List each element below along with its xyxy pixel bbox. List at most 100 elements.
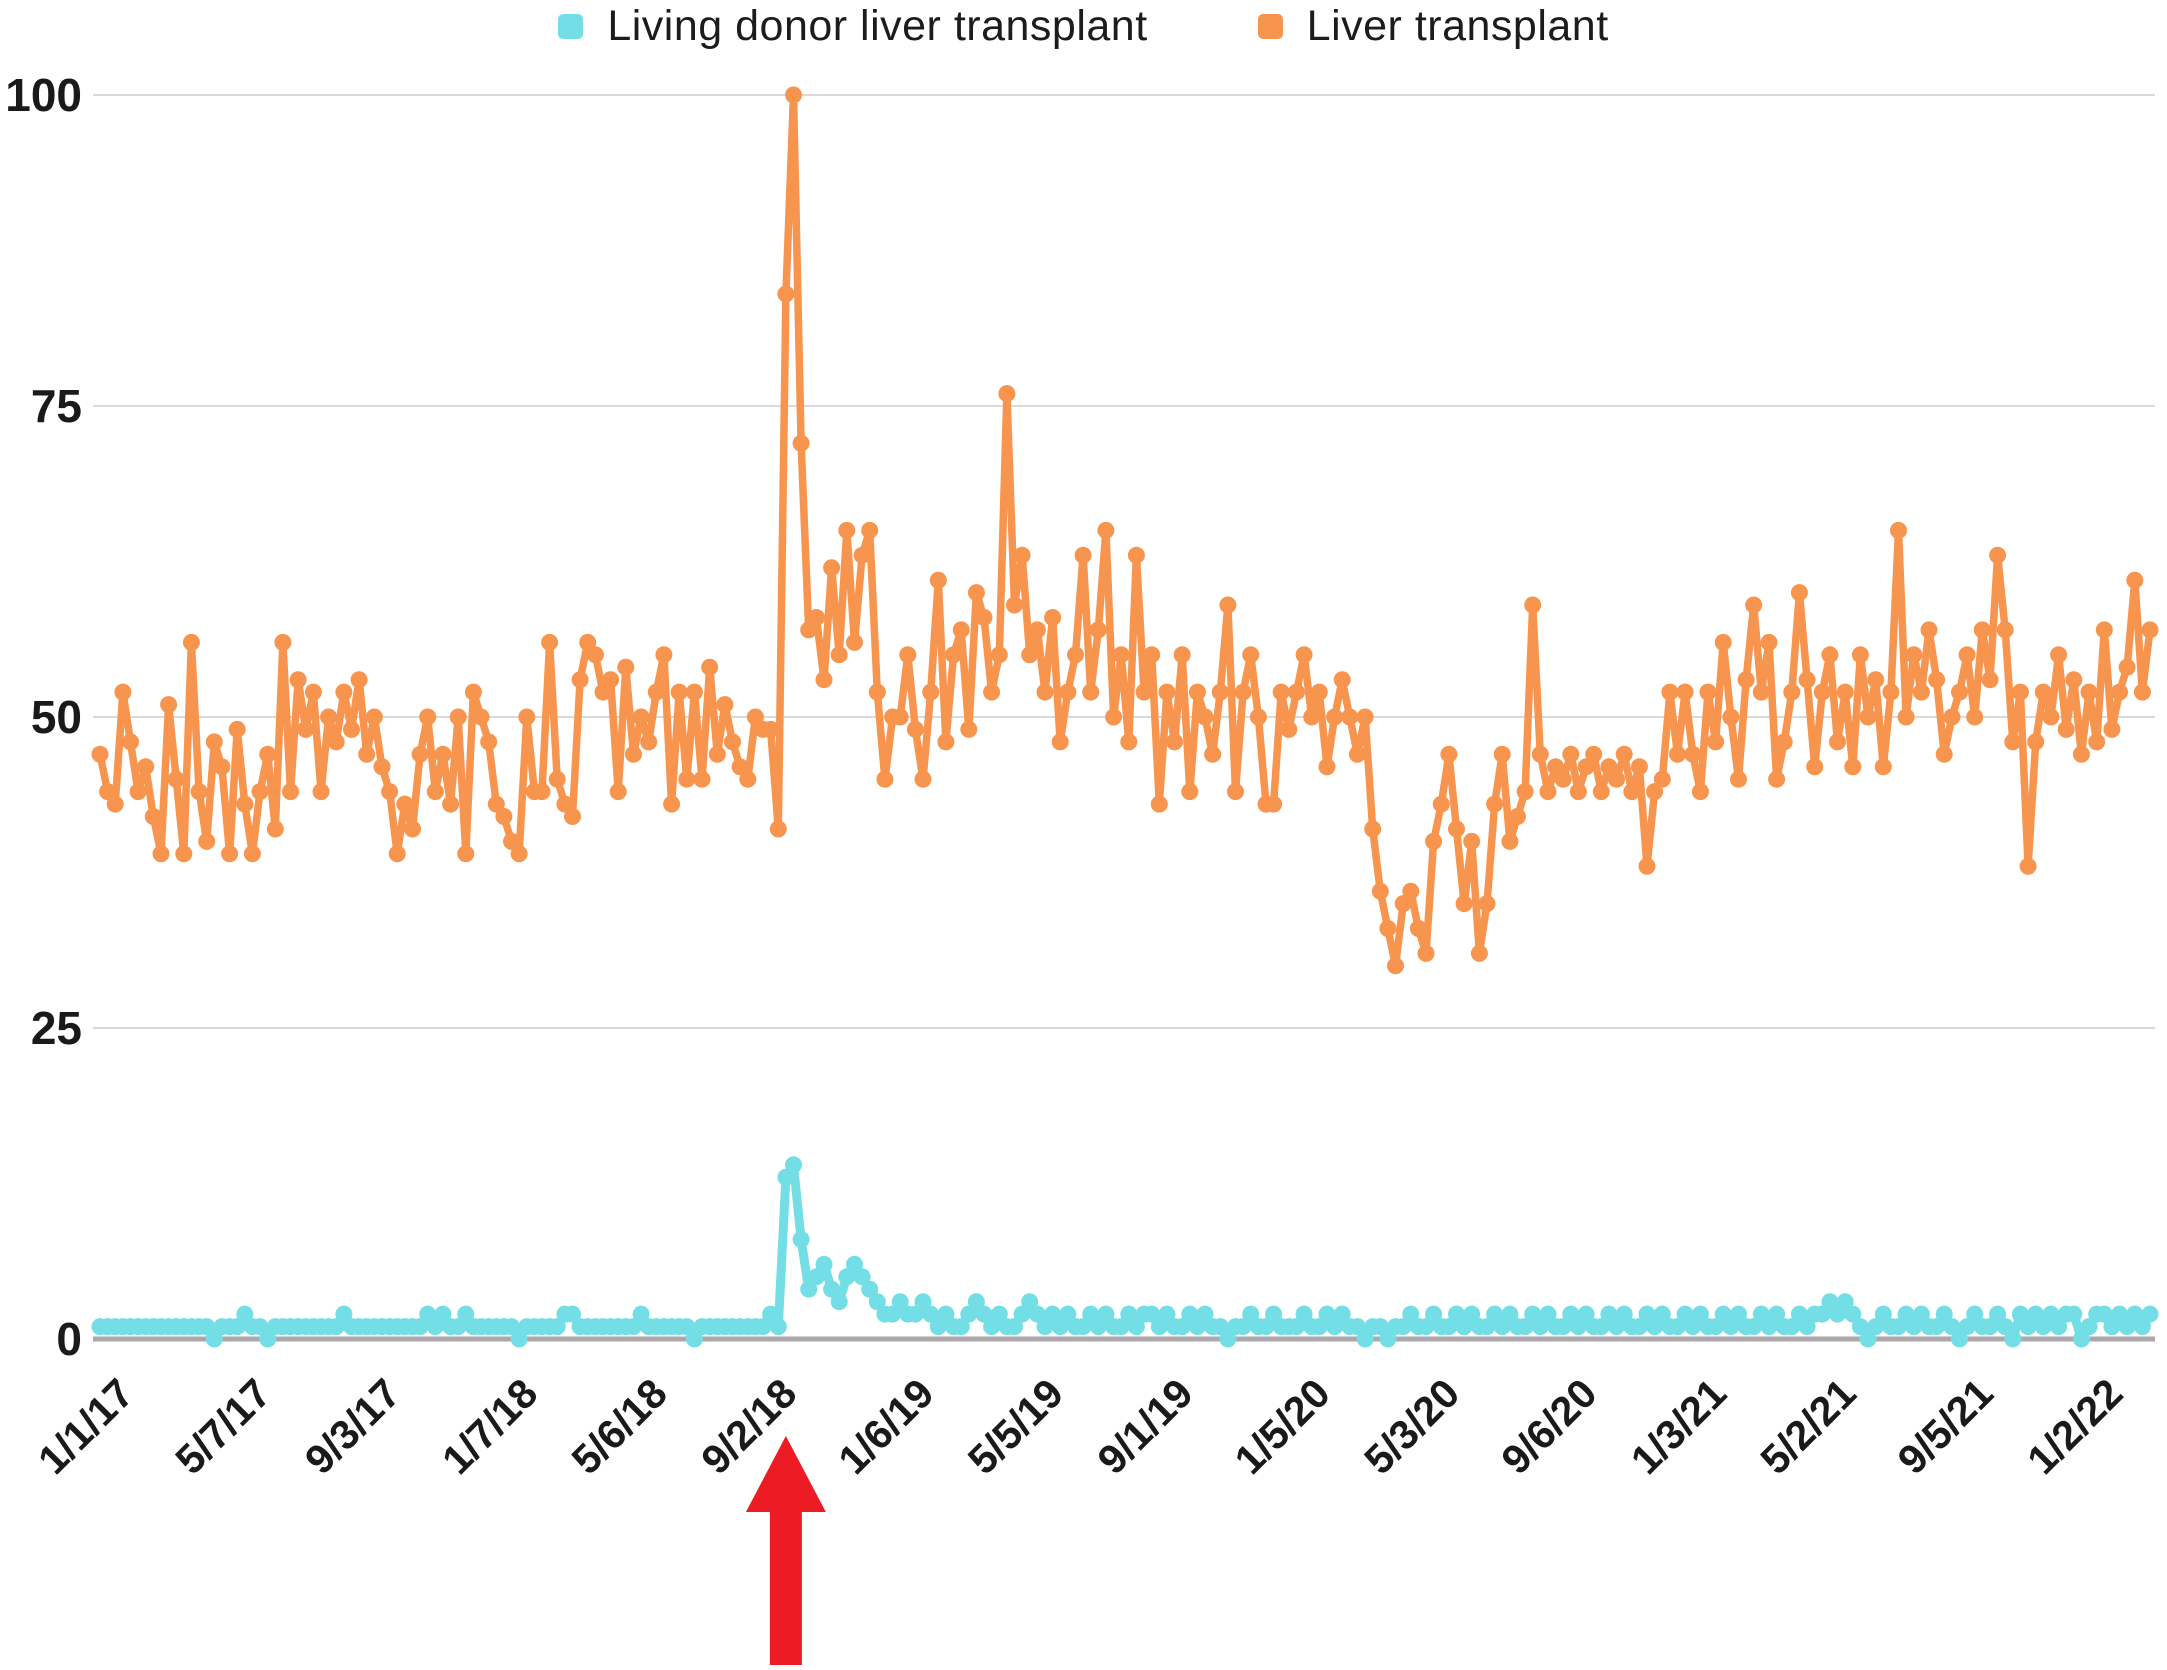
data-point xyxy=(1028,621,1046,639)
data-point xyxy=(426,783,444,801)
data-point xyxy=(236,795,254,813)
data-point xyxy=(1813,1305,1831,1323)
data-point xyxy=(891,1293,909,1311)
data-point xyxy=(1257,1318,1275,1336)
data-point xyxy=(1181,783,1199,801)
data-point xyxy=(2141,1305,2159,1323)
data-point xyxy=(2111,1305,2128,1323)
data-point xyxy=(228,720,246,738)
data-point xyxy=(1798,671,1816,689)
data-point xyxy=(1966,1305,1984,1323)
x-tick-label-group: 5/5/19 xyxy=(959,1370,1072,1483)
data-point xyxy=(1417,1318,1435,1336)
data-point xyxy=(1310,683,1328,701)
data-point xyxy=(1524,596,1542,614)
data-point xyxy=(2042,1305,2060,1323)
data-point xyxy=(846,633,863,651)
data-point xyxy=(548,1318,566,1336)
data-point xyxy=(1669,745,1686,763)
x-tick-label: 5/7/17 xyxy=(166,1370,279,1483)
data-point xyxy=(335,1305,353,1323)
data-point xyxy=(884,1305,902,1323)
data-point xyxy=(785,86,802,104)
y-tick-label: 0 xyxy=(56,1313,82,1365)
data-point xyxy=(1227,783,1244,801)
data-point xyxy=(1699,683,1717,701)
data-point xyxy=(1196,708,1214,726)
data-point xyxy=(1569,783,1587,801)
data-point xyxy=(464,683,482,701)
data-point xyxy=(1790,1305,1808,1323)
data-point xyxy=(1646,783,1664,801)
data-point xyxy=(327,1318,345,1336)
data-point xyxy=(1493,1318,1511,1336)
data-point xyxy=(2126,571,2144,589)
data-point xyxy=(2042,708,2060,726)
data-point xyxy=(625,745,642,763)
data-point xyxy=(1394,1318,1412,1336)
data-point xyxy=(731,758,749,776)
data-point xyxy=(632,1305,650,1323)
data-point xyxy=(1547,758,1565,776)
data-point xyxy=(990,646,1008,664)
data-point xyxy=(1158,683,1176,701)
data-point xyxy=(998,385,1016,403)
x-axis-tick-labels: 1/1/17 5/7/17 9/3/17 1/7/18 5/6/18 9/2/18 1/6/… xyxy=(29,1370,2131,1483)
living-donor-series-markers xyxy=(91,1156,2159,1348)
data-point xyxy=(152,845,170,863)
data-point xyxy=(99,783,117,801)
data-point xyxy=(1196,1305,1214,1323)
y-axis-tick-labels: 100 75 50 25 0 xyxy=(5,69,82,1365)
data-point xyxy=(1295,646,1313,664)
data-point xyxy=(1859,1330,1877,1348)
data-point xyxy=(1829,1305,1846,1323)
data-point xyxy=(228,1318,246,1336)
data-point xyxy=(1554,1318,1572,1336)
data-point xyxy=(411,745,429,763)
data-point xyxy=(716,696,734,714)
data-point xyxy=(2034,683,2052,701)
data-point xyxy=(2065,671,2083,689)
data-point xyxy=(2126,1305,2144,1323)
data-point xyxy=(1600,758,1618,776)
data-point xyxy=(1806,758,1824,776)
data-point xyxy=(1425,832,1443,850)
data-point xyxy=(1836,683,1854,701)
data-point xyxy=(739,770,757,788)
data-point xyxy=(1135,683,1153,701)
x-tick-label: 5/6/18 xyxy=(563,1370,676,1483)
data-point xyxy=(1920,621,1938,639)
data-point xyxy=(1067,646,1084,664)
data-point xyxy=(1455,1318,1473,1336)
data-point xyxy=(1775,733,1793,751)
data-point xyxy=(1798,1318,1816,1336)
data-point xyxy=(1356,1330,1374,1348)
data-point xyxy=(792,1231,810,1248)
data-point xyxy=(937,733,955,751)
x-tick-label-group: 9/1/19 xyxy=(1089,1370,1202,1483)
data-point xyxy=(1836,1293,1854,1311)
data-point xyxy=(480,733,498,751)
data-point xyxy=(205,1330,223,1348)
data-point xyxy=(2103,1318,2121,1336)
data-point xyxy=(175,845,193,863)
data-point xyxy=(632,708,650,726)
data-point xyxy=(1562,1305,1580,1323)
x-tick-label: 9/1/19 xyxy=(1089,1370,1202,1483)
data-point xyxy=(304,683,322,701)
data-point xyxy=(1890,1318,1907,1336)
data-point xyxy=(1966,708,1984,726)
data-point xyxy=(724,733,741,751)
y-tick-label: 100 xyxy=(5,69,82,121)
data-point xyxy=(617,658,635,676)
data-point xyxy=(777,285,795,303)
data-point xyxy=(1646,1318,1664,1336)
data-point xyxy=(1829,733,1846,751)
data-point xyxy=(1173,646,1191,664)
data-point xyxy=(1935,745,1953,763)
data-point xyxy=(327,733,345,751)
x-tick-label: 1/1/17 xyxy=(29,1370,142,1483)
data-point xyxy=(1989,1305,2007,1323)
data-point xyxy=(1341,708,1359,726)
